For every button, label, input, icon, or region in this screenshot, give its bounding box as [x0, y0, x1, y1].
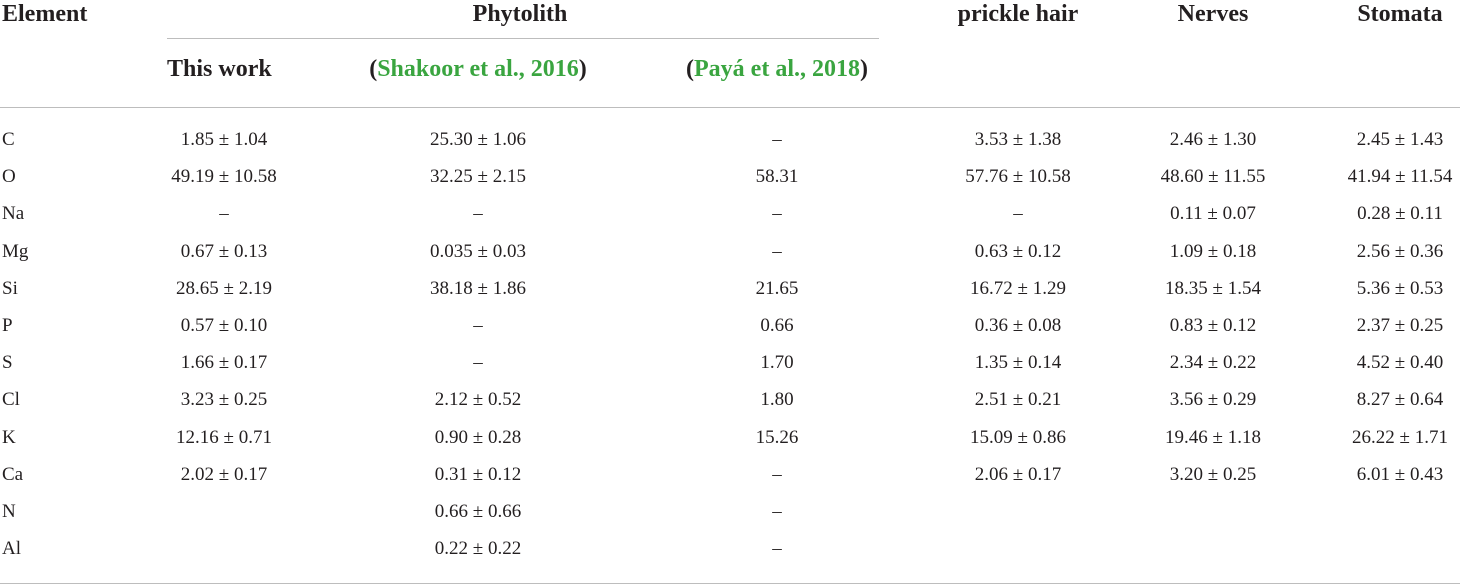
cell-prickle-hair: 0.36 ± 0.08 — [974, 315, 1062, 336]
cell-this-work: – — [219, 203, 229, 224]
cell-stomata: 4.52 ± 0.40 — [1356, 352, 1444, 373]
cell-this-work: 1.85 ± 1.04 — [180, 129, 268, 150]
cell-prickle-hair: 1.35 ± 0.14 — [974, 352, 1062, 373]
cell-paya: 15.26 — [755, 427, 799, 448]
cell-element: N — [2, 501, 16, 522]
header-phytolith: Phytolith — [472, 1, 568, 27]
cell-prickle-hair: 3.53 ± 1.38 — [974, 129, 1062, 150]
cell-nerves: 3.56 ± 0.29 — [1169, 389, 1257, 410]
cell-prickle-hair: 15.09 ± 0.86 — [970, 427, 1066, 448]
header-stomata: Stomata — [1357, 1, 1443, 27]
cell-stomata: 8.27 ± 0.64 — [1356, 389, 1444, 410]
cell-this-work: 1.66 ± 0.17 — [180, 352, 268, 373]
cell-prickle-hair: 0.63 ± 0.12 — [974, 241, 1062, 262]
cell-paya: 1.80 — [760, 389, 794, 410]
cell-paya: 1.70 — [760, 352, 794, 373]
shakoor-open-paren: ( — [369, 56, 378, 82]
cell-stomata: 6.01 ± 0.43 — [1356, 464, 1444, 485]
cell-prickle-hair: 57.76 ± 10.58 — [965, 166, 1071, 187]
header-this-work: This work — [167, 56, 272, 82]
cell-element: P — [2, 315, 13, 336]
cell-stomata: 2.56 ± 0.36 — [1356, 241, 1444, 262]
cell-shakoor: 0.66 ± 0.66 — [434, 501, 522, 522]
cell-nerves: 48.60 ± 11.55 — [1160, 166, 1266, 187]
paya-open-paren: ( — [686, 56, 695, 82]
cell-shakoor: 25.30 ± 1.06 — [430, 129, 526, 150]
cell-paya: – — [772, 538, 782, 559]
cell-paya: 0.66 — [760, 315, 794, 336]
cell-shakoor: 0.22 ± 0.22 — [434, 538, 522, 559]
cell-stomata: 2.45 ± 1.43 — [1356, 129, 1444, 150]
cell-shakoor: 38.18 ± 1.86 — [430, 278, 526, 299]
cell-nerves: 18.35 ± 1.54 — [1165, 278, 1261, 299]
cell-shakoor: 0.035 ± 0.03 — [430, 241, 526, 262]
shakoor-close-paren: ) — [578, 56, 587, 82]
cell-element: K — [2, 427, 16, 448]
cell-paya: – — [772, 129, 782, 150]
cell-nerves: 0.83 ± 0.12 — [1169, 315, 1257, 336]
cell-element: Mg — [2, 241, 29, 262]
cell-this-work: 49.19 ± 10.58 — [171, 166, 277, 187]
cell-paya: 58.31 — [755, 166, 799, 187]
cell-paya: – — [772, 501, 782, 522]
cell-element: S — [2, 352, 13, 373]
cell-element: C — [2, 129, 15, 150]
cell-paya: – — [772, 241, 782, 262]
cell-stomata: 26.22 ± 1.71 — [1352, 427, 1448, 448]
header-nerves: Nerves — [1177, 1, 1249, 27]
cell-this-work: 28.65 ± 2.19 — [176, 278, 272, 299]
cell-element: Cl — [2, 389, 20, 410]
cell-stomata: 41.94 ± 11.54 — [1347, 166, 1453, 187]
cell-prickle-hair: 2.06 ± 0.17 — [974, 464, 1062, 485]
shakoor-citation-link[interactable]: Shakoor et al., 2016 — [377, 56, 579, 82]
cell-shakoor: 0.90 ± 0.28 — [434, 427, 522, 448]
cell-stomata: 2.37 ± 0.25 — [1356, 315, 1444, 336]
cell-shakoor: – — [473, 352, 483, 373]
cell-this-work: 3.23 ± 0.25 — [180, 389, 268, 410]
header-paya: (Payá et al., 2018) — [686, 55, 868, 83]
cell-shakoor: – — [473, 203, 483, 224]
cell-this-work: 0.67 ± 0.13 — [180, 241, 268, 262]
phytolith-group-rule — [167, 38, 879, 39]
cell-element: Si — [2, 278, 18, 299]
cell-element: Al — [2, 538, 21, 559]
header-element: Element — [2, 1, 88, 27]
cell-stomata: 0.28 ± 0.11 — [1357, 203, 1443, 224]
cell-prickle-hair: 2.51 ± 0.21 — [974, 389, 1062, 410]
cell-shakoor: 2.12 ± 0.52 — [434, 389, 522, 410]
cell-this-work: 2.02 ± 0.17 — [180, 464, 268, 485]
header-shakoor: (Shakoor et al., 2016) — [369, 55, 587, 83]
cell-this-work: 12.16 ± 0.71 — [176, 427, 272, 448]
paya-close-paren: ) — [859, 56, 868, 82]
cell-prickle-hair: – — [1013, 203, 1023, 224]
cell-prickle-hair: 16.72 ± 1.29 — [970, 278, 1066, 299]
cell-element: O — [2, 166, 16, 187]
cell-nerves: 2.34 ± 0.22 — [1169, 352, 1257, 373]
cell-shakoor: – — [473, 315, 483, 336]
cell-paya: – — [772, 464, 782, 485]
cell-nerves: 2.46 ± 1.30 — [1169, 129, 1257, 150]
cell-paya: – — [772, 203, 782, 224]
cell-nerves: 3.20 ± 0.25 — [1169, 464, 1257, 485]
cell-paya: 21.65 — [755, 278, 799, 299]
cell-shakoor: 0.31 ± 0.12 — [434, 464, 522, 485]
cell-nerves: 0.11 ± 0.07 — [1170, 203, 1256, 224]
cell-element: Na — [2, 203, 25, 224]
cell-nerves: 19.46 ± 1.18 — [1165, 427, 1261, 448]
header-bottom-rule — [0, 107, 1460, 108]
cell-stomata: 5.36 ± 0.53 — [1356, 278, 1444, 299]
cell-shakoor: 32.25 ± 2.15 — [430, 166, 526, 187]
cell-this-work: 0.57 ± 0.10 — [180, 315, 268, 336]
cell-element: Ca — [2, 464, 24, 485]
header-prickle-hair: prickle hair — [957, 1, 1079, 27]
paya-citation-link[interactable]: Payá et al., 2018 — [694, 56, 860, 82]
table-bottom-rule — [0, 583, 1460, 584]
cell-nerves: 1.09 ± 0.18 — [1169, 241, 1257, 262]
